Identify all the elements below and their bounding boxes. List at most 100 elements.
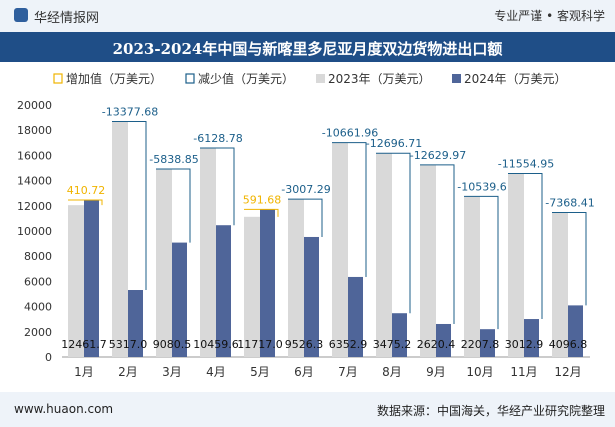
bar-chart: 增加值（万美元） 减少值（万美元） 2023年（万美元） 2024年（万美元） 0 200… bbox=[17, 71, 595, 379]
bar-2024 bbox=[128, 290, 143, 357]
y-tick-label: 10000 bbox=[17, 225, 52, 238]
decrease-bracket bbox=[200, 147, 235, 226]
x-tick-label: 9月 bbox=[426, 365, 446, 379]
bar-2023 bbox=[156, 169, 172, 357]
x-tick-label: 7月 bbox=[338, 365, 358, 379]
change-label: -12629.97 bbox=[410, 149, 466, 162]
y-tick-label: 12000 bbox=[17, 200, 52, 213]
bar-2024 bbox=[260, 209, 275, 357]
data-source: 数据来源：中国海关，华经产业研究院整理 bbox=[376, 404, 605, 418]
legend-swatch-2023 bbox=[316, 74, 325, 83]
decrease-bracket bbox=[288, 198, 323, 237]
value-label-2024: 12461.7 bbox=[61, 338, 107, 351]
website-link[interactable]: www.huaon.com bbox=[14, 402, 114, 416]
change-label: -10539.6 bbox=[457, 180, 506, 193]
title-bar: 2023-2024年中国与新喀里多尼亚月度双边货物进出口额 bbox=[0, 32, 615, 62]
change-label: -5838.85 bbox=[149, 153, 198, 166]
y-tick-label: 20000 bbox=[17, 99, 52, 112]
legend-label: 减少值（万美元） bbox=[198, 71, 294, 86]
value-label-2024: 6352.9 bbox=[329, 338, 368, 351]
value-label-2024: 5317.0 bbox=[109, 338, 148, 351]
change-label: 410.72 bbox=[67, 184, 106, 197]
bar-2024 bbox=[172, 242, 187, 357]
value-label-2024: 9526.3 bbox=[285, 338, 324, 351]
decrease-bracket bbox=[464, 195, 499, 330]
bar-2024 bbox=[304, 236, 319, 357]
x-tick-label: 8月 bbox=[382, 365, 402, 379]
bar-2024 bbox=[216, 225, 231, 357]
x-tick-label: 1月 bbox=[74, 365, 94, 379]
y-tick-label: 16000 bbox=[17, 149, 52, 162]
decrease-bracket bbox=[332, 142, 367, 277]
x-tick-label: 4月 bbox=[206, 365, 226, 379]
change-label: -10661.96 bbox=[322, 127, 378, 140]
bar-2024 bbox=[524, 319, 539, 357]
bar-2024 bbox=[568, 305, 583, 357]
change-label: -6128.78 bbox=[193, 132, 242, 145]
y-tick-label: 14000 bbox=[17, 175, 52, 188]
value-label-2024: 4096.8 bbox=[549, 338, 588, 351]
x-tick-label: 3月 bbox=[162, 365, 182, 379]
brand-name: 华经情报网 bbox=[34, 11, 100, 26]
change-label: 591.68 bbox=[243, 193, 282, 206]
x-tick-label: 2月 bbox=[118, 365, 138, 379]
value-label-2024: 3475.2 bbox=[373, 338, 412, 351]
bar-2024 bbox=[480, 329, 495, 357]
increase-bracket bbox=[68, 199, 103, 206]
value-label-2024: 10459.6 bbox=[193, 338, 239, 351]
legend-label: 2024年（万美元） bbox=[464, 72, 567, 86]
value-label-2024: 2620.4 bbox=[417, 338, 456, 351]
change-label: -7368.41 bbox=[545, 197, 594, 210]
bar-2023 bbox=[376, 153, 392, 357]
value-label-2024: 9080.5 bbox=[153, 338, 192, 351]
decrease-bracket bbox=[376, 152, 411, 314]
bar-2023 bbox=[420, 164, 436, 357]
y-tick-label: 2000 bbox=[24, 326, 52, 339]
change-label: -12696.71 bbox=[366, 137, 422, 150]
bar-2023 bbox=[288, 199, 304, 357]
value-label-2024: 3012.9 bbox=[505, 338, 544, 351]
bar-2023 bbox=[68, 205, 84, 357]
bar-2024 bbox=[348, 276, 363, 357]
bar-2023 bbox=[552, 212, 568, 357]
change-label: -3007.29 bbox=[281, 183, 330, 196]
change-label: -11554.95 bbox=[498, 157, 554, 170]
x-tick-label: 10月 bbox=[466, 365, 493, 379]
bar-2023 bbox=[200, 147, 216, 357]
y-tick-label: 6000 bbox=[24, 275, 52, 288]
y-tick-label: 4000 bbox=[24, 301, 52, 314]
y-tick-label: 8000 bbox=[24, 250, 52, 263]
chart-title: 2023-2024年中国与新喀里多尼亚月度双边货物进出口额 bbox=[112, 40, 503, 58]
bar-2023 bbox=[112, 121, 128, 357]
decrease-bracket bbox=[156, 168, 191, 243]
x-tick-label: 12月 bbox=[554, 365, 581, 379]
legend-swatch-2024 bbox=[452, 74, 461, 83]
decrease-bracket bbox=[508, 172, 543, 320]
increase-bracket bbox=[244, 208, 279, 217]
decrease-bracket bbox=[112, 120, 147, 291]
footer: www.huaon.com 数据来源：中国海关，华经产业研究院整理 bbox=[0, 392, 615, 427]
legend-label: 增加值（万美元） bbox=[66, 71, 162, 86]
y-tick-label: 18000 bbox=[17, 124, 52, 137]
bar-2023 bbox=[464, 196, 480, 357]
x-tick-label: 6月 bbox=[294, 365, 314, 379]
bar-2024 bbox=[392, 313, 407, 357]
bar-2023 bbox=[508, 173, 524, 357]
bar-2023 bbox=[332, 142, 348, 357]
y-tick-label: 0 bbox=[45, 351, 52, 364]
change-label: -13377.68 bbox=[102, 105, 158, 118]
bar-2023 bbox=[244, 216, 260, 357]
value-label-2024: 2207.8 bbox=[461, 338, 500, 351]
legend-label: 2023年（万美元） bbox=[328, 72, 431, 86]
legend-swatch-increase bbox=[53, 73, 63, 84]
top-bar: 华经情报网 专业严谨 • 客观科学 bbox=[0, 0, 615, 32]
value-label-2024: 11717.0 bbox=[237, 338, 283, 351]
bar-2024 bbox=[436, 323, 451, 357]
legend-swatch-decrease bbox=[185, 73, 195, 84]
brand-logo-icon bbox=[14, 8, 28, 22]
decrease-bracket bbox=[552, 212, 587, 306]
decrease-bracket bbox=[420, 164, 455, 324]
x-tick-label: 11月 bbox=[510, 365, 537, 379]
x-tick-label: 5月 bbox=[250, 365, 270, 379]
